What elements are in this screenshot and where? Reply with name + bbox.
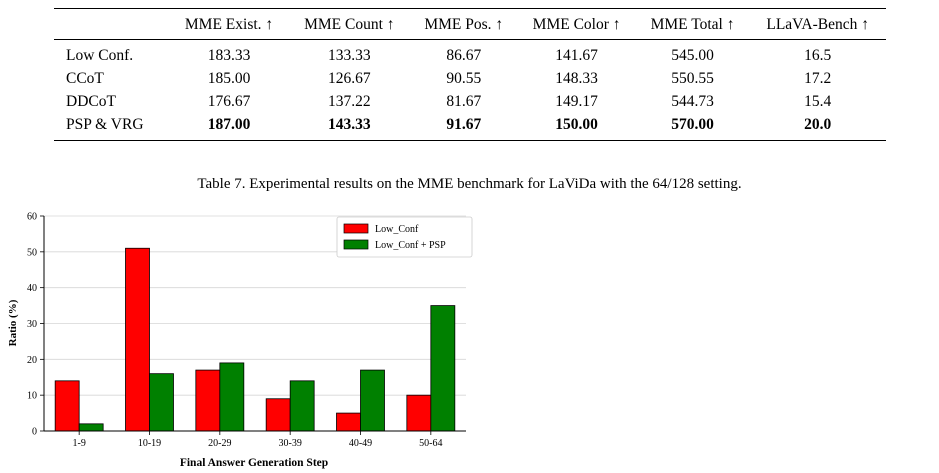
header-mme-color: MME Color ↑ (532, 16, 621, 33)
x-tick-label: 20-29 (208, 438, 231, 449)
bar (125, 247, 150, 432)
value-cell-best: 570.00 (671, 115, 714, 133)
table-row: PSP & VRG 187.00 143.33 91.67 150.00 570… (54, 113, 886, 141)
value-cell: 185.00 (207, 69, 251, 87)
y-tick-label: 50 (27, 247, 37, 258)
legend-label-low-conf-psp: Low_Conf + PSP (375, 240, 446, 251)
tick-labels: 0 10 20 30 40 50 60 1-9 10-19 20-29 30-39 40-49 50-6… (27, 212, 443, 450)
legend-swatch-low-conf (343, 223, 369, 234)
method-cell: DDCoT (66, 92, 116, 110)
x-tick-label: 40-49 (349, 438, 372, 449)
bar (265, 398, 291, 432)
legend-label-low-conf: Low_Conf (375, 224, 419, 235)
bar (219, 362, 245, 432)
x-tick-label: 10-19 (138, 438, 161, 449)
value-cell: 141.67 (555, 46, 598, 64)
y-tick-label: 60 (27, 212, 37, 223)
value-cell: 81.67 (446, 92, 482, 110)
header-method (54, 9, 170, 40)
value-cell: 133.33 (328, 46, 371, 64)
table-row: DDCoT 176.67 137.22 81.67 149.17 544.73 … (54, 90, 886, 113)
bar (336, 412, 361, 432)
value-cell: 126.67 (328, 69, 371, 87)
chart-legend: Low_Conf Low_Conf + PSP (336, 216, 473, 258)
grid-lines (44, 215, 466, 396)
bar-chart: 0 10 20 30 40 50 60 1-9 10-19 20-29 30-39 40-49 50-6… (7, 212, 473, 469)
value-cell-best: 187.00 (207, 115, 251, 133)
value-cell: 550.55 (671, 69, 714, 87)
x-tick-label: 1-9 (72, 438, 85, 449)
value-cell: 183.33 (207, 46, 251, 64)
bar (78, 423, 104, 432)
value-cell: 17.2 (804, 69, 832, 87)
header-mme-pos: MME Pos. ↑ (424, 16, 504, 33)
bar (149, 373, 174, 432)
header-mme-total: MME Total ↑ (650, 16, 735, 33)
x-axis-label: Final Answer Generation Step (180, 457, 328, 469)
legend-box (336, 216, 473, 258)
bar (54, 380, 80, 432)
method-cell: PSP & VRG (66, 115, 144, 133)
bars (54, 247, 456, 432)
header-mme-count: MME Count ↑ (304, 16, 395, 33)
axes (40, 215, 466, 435)
value-cell: 149.17 (555, 92, 598, 110)
legend-swatch-low-conf-psp (343, 239, 369, 250)
value-cell: 137.22 (328, 92, 371, 110)
bar (360, 369, 385, 432)
y-tick-label: 40 (27, 283, 37, 294)
value-cell: 176.67 (207, 92, 251, 110)
y-axis-label: Ratio (%) (7, 299, 19, 346)
bar (430, 305, 456, 432)
y-tick-label: 30 (27, 319, 37, 330)
bar (406, 394, 432, 432)
table-row: CCoT 185.00 126.67 90.55 148.33 550.55 1… (54, 67, 886, 90)
y-tick-label: 0 (32, 427, 37, 438)
table-header-row: MME Exist. ↑ MME Count ↑ MME Pos. ↑ MME … (54, 8, 886, 40)
results-table: MME Exist. ↑ MME Count ↑ MME Pos. ↑ MME … (54, 8, 886, 141)
bar (195, 369, 221, 432)
y-tick-label: 20 (27, 355, 37, 366)
table-row: Low Conf. 183.33 133.33 86.67 141.67 545… (54, 40, 886, 68)
header-mme-exist: MME Exist. ↑ (184, 16, 274, 33)
bar (289, 380, 315, 432)
value-cell-best: 91.67 (446, 115, 482, 133)
table-caption: Table 7. Experimental results on the MME… (197, 176, 742, 192)
x-tick-label: 30-39 (278, 438, 301, 449)
x-tick-label: 50-64 (419, 438, 442, 449)
method-cell: CCoT (66, 69, 104, 87)
value-cell: 16.5 (804, 46, 832, 64)
value-cell-best: 20.0 (804, 115, 832, 133)
header-llava-bench: LLaVA-Bench ↑ (766, 16, 869, 33)
value-cell-best: 143.33 (328, 115, 371, 133)
value-cell: 544.73 (671, 92, 714, 110)
value-cell: 86.67 (446, 46, 482, 64)
value-cell: 545.00 (671, 46, 714, 64)
value-cell-best: 150.00 (555, 115, 598, 133)
value-cell: 90.55 (446, 69, 482, 87)
method-cell: Low Conf. (66, 46, 134, 64)
y-tick-label: 10 (27, 391, 37, 402)
value-cell: 15.4 (804, 92, 832, 110)
value-cell: 148.33 (555, 69, 598, 87)
